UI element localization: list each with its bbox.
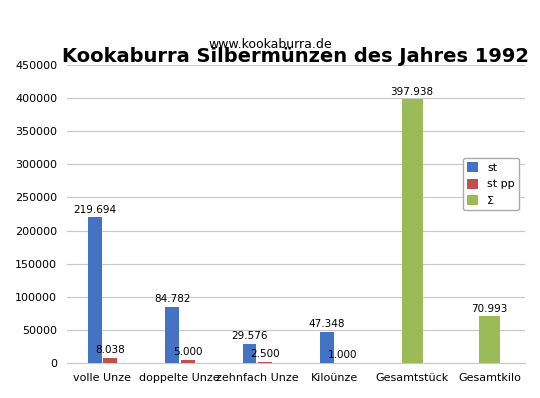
Text: 8.038: 8.038 [95, 345, 125, 355]
Text: 84.782: 84.782 [154, 295, 190, 304]
Legend: st, st pp, Σ: st, st pp, Σ [463, 158, 519, 210]
Bar [165, 307, 179, 363]
Text: 29.576: 29.576 [231, 331, 268, 341]
Text: 47.348: 47.348 [309, 319, 345, 329]
Text: 2.500: 2.500 [250, 349, 280, 359]
Bar [87, 217, 102, 363]
Bar [180, 360, 194, 363]
Text: www.kookaburra.de: www.kookaburra.de [208, 38, 332, 51]
Bar [242, 343, 256, 363]
Bar [402, 99, 422, 363]
Bar [103, 358, 117, 363]
Text: 397.938: 397.938 [390, 86, 434, 97]
Bar [320, 332, 334, 363]
Text: 1.000: 1.000 [328, 350, 357, 360]
Text: 70.993: 70.993 [471, 304, 508, 314]
Bar [479, 316, 500, 363]
Title: Kookaburra Silbermünzen des Jahres 1992: Kookaburra Silbermünzen des Jahres 1992 [63, 47, 529, 66]
Text: 5.000: 5.000 [173, 347, 202, 357]
Bar [258, 362, 272, 363]
Text: 219.694: 219.694 [73, 205, 116, 215]
